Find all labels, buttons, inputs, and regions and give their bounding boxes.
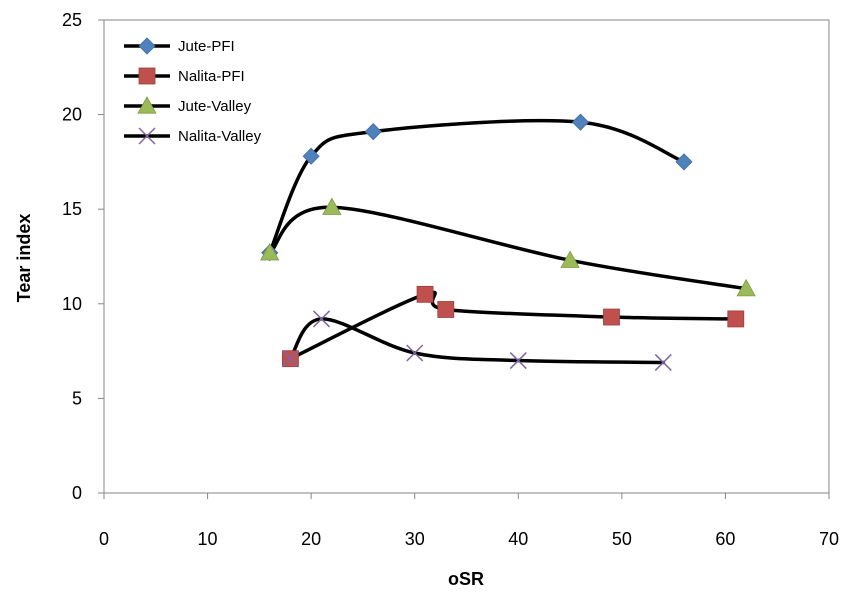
x-tick-label: 40 bbox=[508, 529, 528, 549]
data-point-nalita-pfi bbox=[416, 285, 434, 303]
y-tick-label: 10 bbox=[62, 294, 82, 314]
data-point-jute-pfi bbox=[364, 123, 382, 141]
ticks: 0 5 10 15 20 25 0 10 20 30 40 50 60 70 bbox=[62, 10, 839, 549]
axes bbox=[103, 19, 830, 494]
y-tick-label: 20 bbox=[62, 105, 82, 125]
y-tick-label: 25 bbox=[62, 10, 82, 30]
x-tick-label: 70 bbox=[819, 529, 839, 549]
series-curve-nalita-pfi bbox=[288, 290, 738, 361]
data-point-nalita-pfi bbox=[727, 310, 745, 328]
data-point-jute-valley bbox=[260, 242, 280, 261]
legend-marker bbox=[137, 96, 157, 114]
legend-label: Jute-PFI bbox=[178, 38, 235, 55]
data-point-jute-pfi bbox=[302, 147, 320, 165]
data-point-jute-valley bbox=[322, 197, 342, 215]
x-axis-title: oSR bbox=[448, 569, 484, 589]
plot-area-border bbox=[103, 19, 830, 494]
legend-label: Nalita-PFI bbox=[178, 68, 245, 85]
legend-item-nalita-pfi: Nalita-PFI bbox=[124, 67, 245, 85]
legend-item-jute-pfi: Jute-PFI bbox=[124, 37, 235, 55]
x-marker-stroke bbox=[312, 310, 331, 328]
data-point-nalita-valley bbox=[406, 344, 424, 362]
legend-marker bbox=[138, 37, 156, 55]
data-point-nalita-valley bbox=[312, 310, 331, 328]
x-marker-stroke bbox=[406, 344, 424, 362]
data-point-jute-pfi bbox=[571, 113, 589, 131]
x-tick-label: 20 bbox=[301, 529, 321, 549]
y-tick-label: 5 bbox=[72, 388, 82, 408]
data-point-nalita-pfi bbox=[603, 308, 620, 326]
x-marker-stroke bbox=[138, 127, 156, 145]
x-marker-stroke bbox=[654, 353, 672, 371]
y-tick-label: 15 bbox=[62, 199, 82, 219]
x-tick-label: 0 bbox=[99, 529, 109, 549]
legend-marker bbox=[138, 67, 156, 85]
y-tick-label: 0 bbox=[72, 483, 82, 503]
x-marker-stroke bbox=[281, 350, 299, 368]
data-point-nalita-pfi bbox=[437, 301, 455, 318]
data-point-jute-pfi bbox=[675, 153, 693, 171]
legend-label: Nalita-Valley bbox=[178, 128, 262, 145]
data-point-jute-valley bbox=[560, 250, 580, 268]
series-curve-jute-pfi bbox=[267, 118, 686, 255]
series-markers bbox=[260, 113, 756, 371]
data-point-nalita-valley bbox=[654, 353, 672, 371]
legend-marker bbox=[138, 127, 156, 145]
x-marker-stroke bbox=[509, 352, 527, 370]
x-tick-label: 30 bbox=[405, 529, 425, 549]
legend-item-jute-valley: Jute-Valley bbox=[124, 96, 252, 115]
x-tick-label: 10 bbox=[198, 529, 218, 549]
series-curves bbox=[267, 118, 748, 365]
series-curve-nalita-valley bbox=[288, 317, 666, 365]
data-point-jute-valley bbox=[736, 278, 756, 297]
data-point-nalita-valley bbox=[281, 350, 299, 368]
data-point-nalita-valley bbox=[509, 352, 527, 370]
legend: Jute-PFI Nalita-PFI Jute-Valley Nalita-Vall… bbox=[124, 37, 262, 145]
legend-item-nalita-valley: Nalita-Valley bbox=[124, 127, 262, 145]
series-curve-jute-valley bbox=[267, 205, 748, 291]
y-axis-title: Tear index bbox=[14, 214, 34, 303]
x-tick-label: 60 bbox=[715, 529, 735, 549]
x-tick-label: 50 bbox=[612, 529, 632, 549]
legend-label: Jute-Valley bbox=[178, 98, 252, 115]
